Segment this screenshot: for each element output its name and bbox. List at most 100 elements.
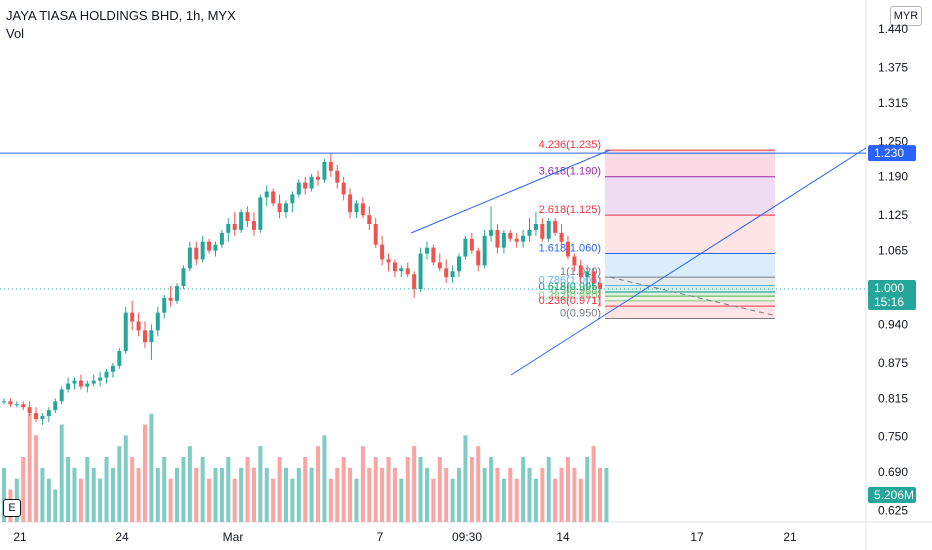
volume-bar (110, 467, 115, 522)
volume-bar (53, 489, 58, 522)
drawing-lines[interactable] (0, 147, 867, 376)
volume-bar (399, 478, 404, 522)
candle-body (444, 268, 449, 278)
candle-body (251, 221, 256, 230)
candle-body (117, 351, 122, 366)
y-tick-label: 0.750 (878, 430, 908, 444)
volume-bar (219, 467, 224, 522)
fib-level-label: 0(0.950) (560, 308, 601, 320)
fib-zone (605, 150, 775, 177)
candle-body (598, 283, 602, 289)
volume-bar (85, 457, 90, 522)
tradingview-logo[interactable]: E (3, 499, 21, 517)
volume-bar (476, 446, 481, 522)
candle-body (457, 256, 462, 272)
volume-bar (207, 478, 212, 522)
x-tick-label: 24 (115, 530, 129, 544)
candle-body (476, 250, 481, 266)
volume-bar (59, 424, 64, 522)
volume-bar (72, 467, 77, 522)
candle-body (405, 268, 410, 275)
y-tick-label: 1.440 (878, 22, 908, 36)
x-tick-label: 09:30 (452, 530, 482, 544)
volume-bar (290, 478, 295, 522)
x-tick-label: 17 (690, 530, 704, 544)
candle-body (450, 271, 455, 278)
candle-body (309, 176, 314, 189)
volume-bar (392, 467, 397, 522)
candle-body (200, 241, 205, 260)
candle-body (303, 182, 308, 189)
candle-body (482, 235, 487, 266)
candle-body (181, 268, 186, 287)
x-tick-label: 21 (783, 530, 797, 544)
candle-body (239, 212, 244, 230)
fib-level-label: 0.786(1.006) (539, 274, 601, 286)
volume-bar (540, 467, 545, 522)
candle-body (91, 380, 96, 384)
candle-body (136, 321, 141, 331)
candle-body (194, 247, 199, 260)
volume-bar (104, 457, 109, 522)
volume-bar (444, 467, 449, 522)
candle-body (213, 244, 218, 251)
candle-body (78, 380, 83, 387)
price-axis[interactable]: 1.440 1.375 1.315 1.250 1.190 1.125 1.065 1.000… (868, 22, 916, 518)
candle-body (437, 262, 442, 269)
fib-zone (605, 215, 775, 254)
line-price-label: 1.230 (874, 146, 904, 160)
fibonacci-extension[interactable]: 4.236(1.235)3.618(1.190)2.618(1.125)1.61… (539, 139, 776, 320)
volume-bar (303, 457, 308, 522)
fib-zone (605, 296, 775, 301)
fib-level-label: 0.236(0.971) (539, 295, 601, 307)
volume-bar (149, 413, 154, 522)
candle-body (469, 238, 474, 251)
time-axis[interactable]: 21 24 Mar 7 09:30 14 17 21 (13, 530, 797, 544)
candle-body (565, 241, 570, 257)
candle-body (85, 383, 90, 387)
last-price-label: 1.000 (874, 281, 904, 295)
volume-bar (258, 446, 263, 522)
volume-bar (181, 457, 186, 522)
volume-bar (34, 435, 39, 522)
volume-bar (194, 467, 199, 522)
volume-bar (309, 467, 314, 522)
volume-bar (521, 457, 526, 522)
volume-bar (412, 446, 417, 522)
volume-bar (130, 457, 135, 522)
candle-body (322, 161, 327, 180)
candle-body (380, 244, 385, 260)
volume-bar (187, 446, 192, 522)
volume-bar (21, 457, 26, 522)
candle-body (399, 268, 404, 272)
candle-body (348, 194, 353, 213)
volume-bar (335, 467, 340, 522)
volume-bar (457, 467, 462, 522)
volume-bar (27, 413, 32, 522)
line-price-label-bg (868, 145, 916, 162)
currency-button[interactable]: MYR (890, 6, 922, 26)
volume-bar (40, 467, 45, 522)
volume-bar (508, 467, 513, 522)
candle-body (572, 256, 577, 266)
candle-body (290, 194, 295, 204)
volume-bar (501, 478, 506, 522)
y-tick-label: 0.815 (878, 391, 908, 405)
candle-body (418, 253, 423, 289)
volume-bar (604, 467, 609, 522)
volume-bar (469, 457, 474, 522)
candle-body (168, 297, 173, 301)
candle-body (232, 224, 237, 230)
candle-body (40, 416, 45, 419)
volume-bar (98, 478, 103, 522)
fib-level-label: 2.618(1.125) (539, 204, 601, 216)
volume-bar (514, 478, 519, 522)
countdown-label: 15:16 (874, 295, 904, 309)
candle-body (283, 203, 288, 213)
volume-bar (78, 478, 83, 522)
y-tick-label: 1.315 (878, 96, 908, 110)
volume-bar (328, 478, 333, 522)
candle-body (533, 224, 538, 230)
volume-bar (591, 446, 596, 522)
